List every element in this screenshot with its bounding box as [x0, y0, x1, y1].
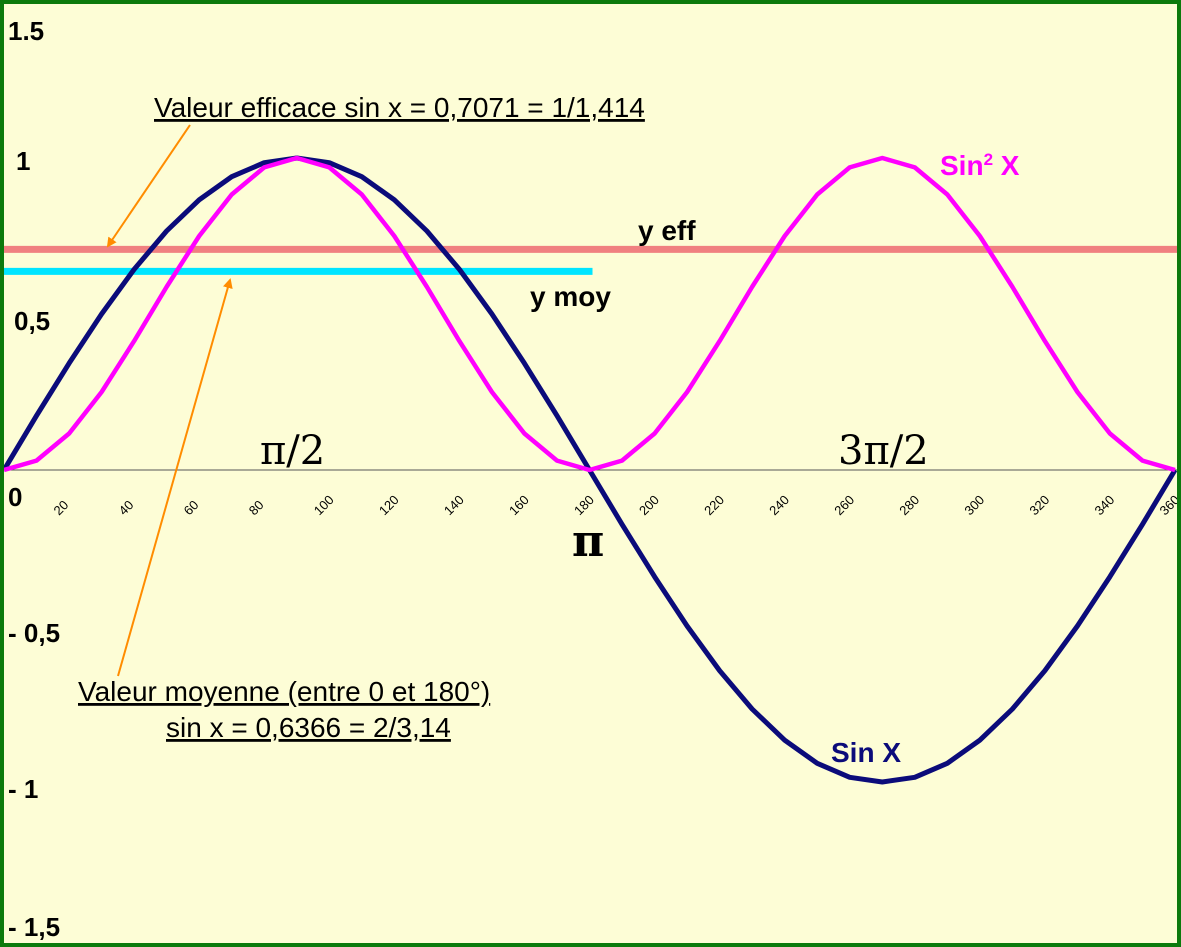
x-tick-label: 220: [701, 492, 727, 518]
x-tick-label: 100: [311, 492, 337, 518]
hline-label-y-eff: y eff: [638, 215, 696, 246]
x-tick-label: 320: [1026, 492, 1052, 518]
label-pi-half: π/2: [260, 428, 325, 474]
hline-label-y-moy: y moy: [530, 281, 611, 312]
label-three-pi-half: 3π/2: [838, 428, 929, 474]
label-pi: π: [572, 516, 604, 567]
x-tick-label: 200: [636, 492, 662, 518]
y-tick-label: - 1,5: [8, 912, 60, 942]
y-tick-label: - 1: [8, 774, 38, 804]
y-tick-label: 1: [16, 146, 30, 176]
series-label-sin2-exponent: 2: [984, 150, 993, 169]
x-tick-label: 160: [506, 492, 532, 518]
y-tick-label: 1.5: [8, 16, 44, 46]
annotation-valeur-efficace: Valeur efficace sin x = 0,7071 = 1/1,414: [154, 92, 645, 123]
x-tick-label: 300: [961, 492, 987, 518]
x-tick-label: 140: [441, 492, 467, 518]
chart-svg: 1.5 1 0,5 0 - 0,5 - 1 - 1,5 20 40 60 80 100 1…: [4, 16, 1177, 942]
x-tick-label: 240: [766, 492, 792, 518]
x-tick-label: 60: [181, 497, 202, 518]
series-label-sin2-var: X: [993, 150, 1020, 181]
series-label-sin2-x: Sin2 X: [940, 150, 1020, 181]
arrow-to-y-moy: [117, 278, 233, 677]
annotation-valeur-moyenne-line2: sin x = 0,6366 = 2/3,14: [166, 712, 451, 743]
arrow-to-y-eff: [106, 124, 191, 248]
series-line-sin2-x: [4, 155, 1176, 473]
y-tick-label: 0: [8, 482, 22, 512]
x-tick-label: 120: [376, 492, 402, 518]
x-tick-label: 280: [896, 492, 922, 518]
x-tick-label: 80: [246, 497, 267, 518]
x-tick-label: 180: [571, 492, 597, 518]
x-tick-label: 40: [116, 497, 137, 518]
chart-frame: 1.5 1 0,5 0 - 0,5 - 1 - 1,5 20 40 60 80 100 1…: [4, 4, 1177, 943]
annotation-valeur-moyenne-line1: Valeur moyenne (entre 0 et 180°): [78, 676, 490, 707]
x-tick-label: 20: [51, 497, 72, 518]
y-tick-label: 0,5: [14, 306, 50, 336]
series-label-sin-x: Sin X: [831, 737, 901, 768]
x-tick-label: 260: [831, 492, 857, 518]
x-tick-label: 340: [1091, 492, 1117, 518]
y-tick-label: - 0,5: [8, 618, 60, 648]
series-label-sin2-base: Sin: [940, 150, 984, 181]
